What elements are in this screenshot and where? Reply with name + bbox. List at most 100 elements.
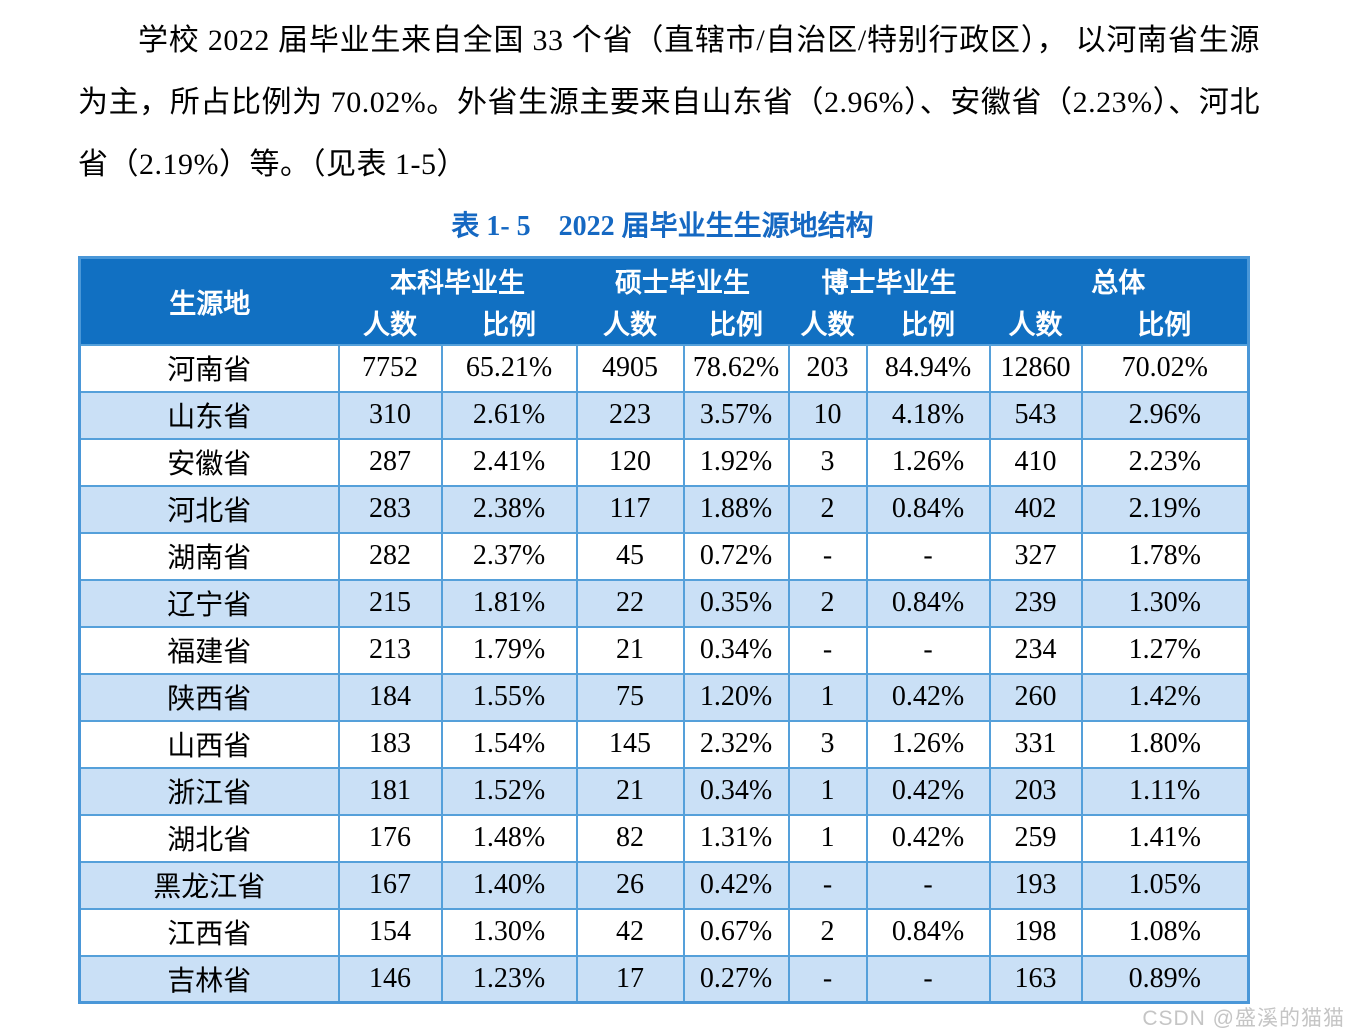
value-cell: 70.02% (1080, 343, 1250, 393)
value-cell: 1.92% (682, 437, 790, 487)
value-cell: 65.21% (440, 343, 578, 393)
col-subheader-total-count: 人数 (989, 301, 1082, 345)
value-cell: 163 (988, 954, 1083, 1004)
value-cell: 1 (787, 672, 868, 722)
table-header: 生源地 本科毕业生 硕士毕业生 博士毕业生 总体 人数 比例 人数 比例 人数 … (79, 257, 1249, 345)
province-cell: 山东省 (78, 390, 340, 440)
value-cell: - (865, 954, 991, 1004)
value-cell: 1.05% (1080, 860, 1250, 910)
col-group-master: 硕士毕业生 (576, 257, 789, 302)
value-cell: 26 (575, 860, 685, 910)
value-cell: 82 (575, 813, 685, 863)
table-row: 湖南省 282 2.37% 45 0.72% - -327 1.78% (78, 531, 1250, 581)
value-cell: 193 (988, 860, 1083, 910)
value-cell: 2.23% (1080, 437, 1250, 487)
value-cell: 0.89% (1080, 954, 1250, 1004)
value-cell: 1.52% (440, 766, 578, 816)
col-subheader-master-count: 人数 (576, 301, 684, 345)
value-cell: 1 (787, 813, 868, 863)
value-cell: 1.30% (440, 907, 578, 957)
value-cell: 1.26% (865, 437, 991, 487)
value-cell: 45 (575, 531, 685, 581)
value-cell: 1.20% (682, 672, 790, 722)
value-cell: 2 (787, 907, 868, 957)
value-cell: 1.48% (440, 813, 578, 863)
value-cell: 0.42% (865, 766, 991, 816)
table-row: 安徽省 287 2.41% 120 1.92% 3 1.26% 410 2.23% (78, 437, 1250, 487)
value-cell: 120 (575, 437, 685, 487)
col-group-total: 总体 (989, 257, 1249, 302)
value-cell: 3 (787, 437, 868, 487)
value-cell: 3.57% (682, 390, 790, 440)
table-title: 表 1- 5 2022 届毕业生生源地结构 (451, 211, 874, 242)
value-cell: 283 (337, 484, 443, 534)
value-cell: 1.79% (440, 625, 578, 675)
table-row: 辽宁省 215 1.81% 22 0.35% 2 0.84% 239 1.30% (78, 578, 1250, 628)
value-cell: 42 (575, 907, 685, 957)
province-cell: 吉林省 (78, 954, 340, 1004)
table-row: 山西省 183 1.54% 145 2.32% 3 1.26% 331 1.80% (78, 719, 1250, 769)
value-cell: 145 (575, 719, 685, 769)
value-cell: 21 (575, 766, 685, 816)
value-cell: 2.19% (1080, 484, 1250, 534)
value-cell: 1.41% (1080, 813, 1250, 863)
value-cell: 239 (988, 578, 1083, 628)
value-cell: 2.38% (440, 484, 578, 534)
value-cell: 1.31% (682, 813, 790, 863)
table-row: 山东省 310 2.61% 223 3.57% 10 4.18% 543 2.96% (78, 390, 1250, 440)
table-body: 河南省 7752 65.21% 4905 78.62% 203 84.94% 12860 70.… (78, 343, 1250, 1004)
value-cell: 259 (988, 813, 1083, 863)
table-row: 河南省 7752 65.21% 4905 78.62% 203 84.94% 12860 70.… (78, 343, 1250, 393)
value-cell: 260 (988, 672, 1083, 722)
value-cell: 21 (575, 625, 685, 675)
value-cell: 184 (337, 672, 443, 722)
value-cell: 1.88% (682, 484, 790, 534)
value-cell: 0.84% (865, 907, 991, 957)
value-cell: - (787, 625, 868, 675)
value-cell: 2.41% (440, 437, 578, 487)
value-cell: - (787, 954, 868, 1004)
value-cell: 2 (787, 484, 868, 534)
value-cell: 410 (988, 437, 1083, 487)
value-cell: 0.84% (865, 578, 991, 628)
value-cell: 0.67% (682, 907, 790, 957)
province-cell: 安徽省 (78, 437, 340, 487)
province-cell: 黑龙江省 (78, 860, 340, 910)
value-cell: 0.84% (865, 484, 991, 534)
value-cell: - (787, 531, 868, 581)
value-cell: 1.40% (440, 860, 578, 910)
province-cell: 浙江省 (78, 766, 340, 816)
table-row: 湖北省 176 1.48% 82 1.31% 1 0.42% 259 1.41% (78, 813, 1250, 863)
value-cell: 2.61% (440, 390, 578, 440)
province-cell: 陕西省 (78, 672, 340, 722)
value-cell: 282 (337, 531, 443, 581)
value-cell: 22 (575, 578, 685, 628)
value-cell: 10 (787, 390, 868, 440)
value-cell: 1.55% (440, 672, 578, 722)
value-cell: 310 (337, 390, 443, 440)
value-cell: 1.11% (1080, 766, 1250, 816)
province-cell: 湖南省 (78, 531, 340, 581)
value-cell: 203 (787, 343, 868, 393)
page-content: 学校 2022 届毕业生来自全国 33 个省（直辖市/自治区/特别行政区）， 以… (78, 0, 1260, 1004)
col-subheader-doctor-count: 人数 (788, 301, 867, 345)
value-cell: 1.08% (1080, 907, 1250, 957)
value-cell: 234 (988, 625, 1083, 675)
value-cell: 0.35% (682, 578, 790, 628)
value-cell: 327 (988, 531, 1083, 581)
table-row: 江西省 154 1.30% 42 0.67% 2 0.84% 198 1.08% (78, 907, 1250, 957)
value-cell: 287 (337, 437, 443, 487)
value-cell: 1.42% (1080, 672, 1250, 722)
value-cell: 146 (337, 954, 443, 1004)
value-cell: 2.37% (440, 531, 578, 581)
value-cell: 176 (337, 813, 443, 863)
table-row: 河北省 283 2.38% 117 1.88% 2 0.84% 402 2.19% (78, 484, 1250, 534)
value-cell: 543 (988, 390, 1083, 440)
value-cell: - (865, 860, 991, 910)
table-row: 陕西省 184 1.55% 75 1.20% 1 0.42% 260 1.42% (78, 672, 1250, 722)
value-cell: 84.94% (865, 343, 991, 393)
col-subheader-undergrad-percent: 比例 (441, 301, 577, 345)
value-cell: 117 (575, 484, 685, 534)
value-cell: 4905 (575, 343, 685, 393)
header-sub-row: 人数 比例 人数 比例 人数 比例 人数 比例 (80, 301, 1249, 345)
